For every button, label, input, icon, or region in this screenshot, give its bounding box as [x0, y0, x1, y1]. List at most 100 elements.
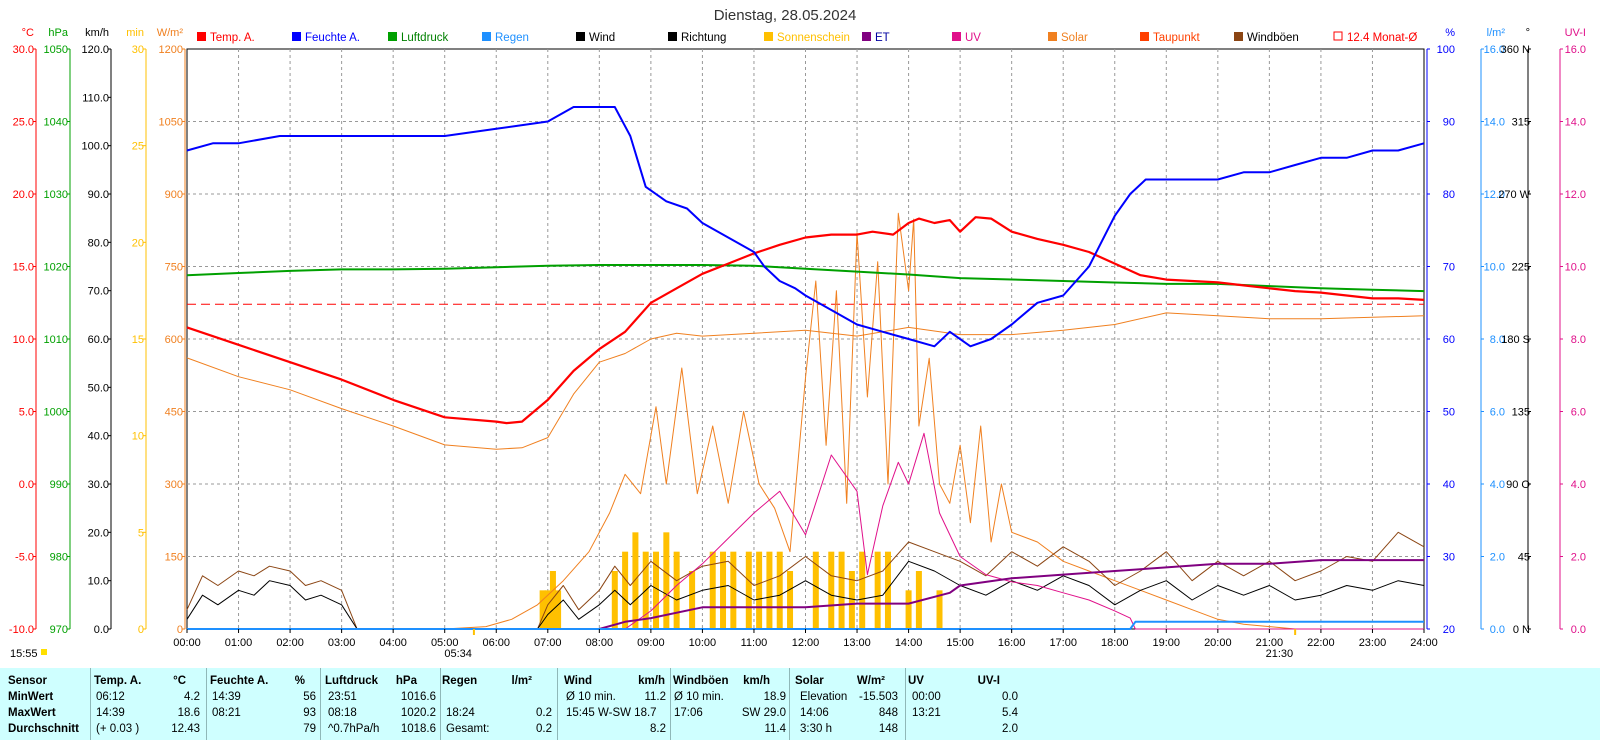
tick-label-uv: 8.0 [1571, 334, 1586, 346]
tick-label-temp: 0.0 [19, 479, 34, 491]
sunshine-bar [745, 551, 752, 629]
table-value: 2.0 [1002, 723, 1018, 735]
tick-label-wind: 100.0 [81, 141, 109, 153]
tick-label-temp: 25.0 [13, 117, 34, 129]
chart-legend: Temp. A. Feuchte A. Luftdruck Regen Wind Rich… [197, 31, 1417, 44]
axis-unit-humidity: % [1445, 27, 1455, 39]
sunshine-bar [838, 551, 845, 629]
sunshine-bar [611, 571, 618, 629]
x-tick-label: 06:00 [482, 637, 510, 649]
weather-chart: 30.025.020.015.010.05.00.0-5.0-10.0°C105… [9, 7, 1586, 660]
tick-label-rain: 10.0 [1484, 262, 1505, 274]
table-value: 1016.6 [400, 691, 436, 703]
x-tick-label: 16:00 [998, 637, 1026, 649]
x-tick-label: 19:00 [1153, 637, 1181, 649]
sunshine-bar [884, 551, 891, 629]
x-tick-label: 22:00 [1307, 637, 1335, 649]
table-cell: 17:06 [674, 707, 703, 719]
axis-unit-direction: ° [1526, 27, 1530, 39]
tick-label-temp: -10.0 [9, 624, 34, 636]
stats-table: Sensor Temp. A. °C Feuchte A.% Luftdruck hPa R… [0, 668, 1600, 740]
tick-label-direction: 270 W [1498, 189, 1530, 201]
table-value: 11.2 [644, 691, 666, 703]
sunshine-bar [859, 551, 866, 629]
tick-label-solar: 1200 [159, 44, 183, 56]
table-value: 79 [303, 723, 316, 735]
table-cell: 3:30 h [800, 723, 832, 735]
table-header-unit: hPa [395, 675, 417, 687]
table-cell: 14:06 [800, 707, 829, 719]
tick-label-rain: 8.0 [1490, 334, 1505, 346]
tick-label-humidity: 40 [1443, 479, 1455, 491]
series-temp-a- [186, 216, 1425, 425]
table-header-unit: °C [173, 675, 186, 687]
legend-label: Regen [495, 32, 529, 44]
tick-label-pressure: 1040 [44, 117, 68, 129]
tick-label-wind: 50.0 [88, 382, 109, 394]
series-regen [187, 620, 1424, 630]
chart-title: Dienstag, 28.05.2024 [714, 7, 857, 24]
x-tick-label: 07:00 [534, 637, 562, 649]
tick-label-wind: 40.0 [88, 431, 109, 443]
tick-label-wind: 20.0 [88, 527, 109, 539]
tick-label-humidity: 50 [1443, 407, 1455, 419]
tick-label-uv: 2.0 [1571, 552, 1586, 564]
table-header-unit: km/h [638, 675, 665, 687]
table-value: 12.43 [171, 723, 200, 735]
x-tick-label: 18:00 [1101, 637, 1129, 649]
table-value: 56 [303, 691, 316, 703]
table-header: Feuchte A. [210, 675, 269, 687]
series-feuchte-a- [186, 106, 1425, 348]
tick-label-uv: 6.0 [1571, 407, 1586, 419]
x-tick-label: 21:00 [1256, 637, 1284, 649]
legend-swatch-open [1333, 31, 1343, 41]
table-value: 8.2 [650, 723, 666, 735]
tick-label-solar: 600 [165, 334, 183, 346]
table-header-unit: l/m² [511, 675, 532, 687]
sunshine-bar [720, 551, 727, 629]
x-tick-label: 04:00 [379, 637, 407, 649]
sunshine-bar [848, 571, 855, 629]
tick-label-direction: 225 [1512, 262, 1530, 274]
table-separator [440, 668, 441, 740]
legend-label: Sonnenschein [777, 32, 850, 44]
sunshine-bar [653, 551, 660, 629]
sunset-label: 21:30 [1266, 648, 1294, 660]
legend-label: Taupunkt [1153, 32, 1200, 44]
series-uv [187, 432, 1424, 630]
tick-label-uv: 12.0 [1565, 189, 1586, 201]
table-cell: Gesamt: [446, 723, 490, 735]
tick-label-pressure: 1020 [44, 262, 68, 274]
table-cell: 14:39 [212, 691, 241, 703]
chart-series [186, 106, 1425, 630]
table-header: UV [908, 675, 924, 687]
tick-label-direction: 90 O [1506, 479, 1530, 491]
legend-label: Wind [589, 32, 615, 44]
sunshine-bar [663, 532, 670, 629]
sunrise-label: 05:34 [444, 648, 472, 660]
tick-label-sunmin: 5 [138, 527, 144, 539]
x-tick-label: 17:00 [1049, 637, 1077, 649]
table-header-unit: W/m² [856, 675, 885, 687]
tick-label-direction: 180 S [1501, 334, 1530, 346]
tick-label-humidity: 100 [1437, 44, 1455, 56]
tick-label-uv: 10.0 [1565, 262, 1586, 274]
series-wind [186, 560, 1425, 630]
legend-label: Feuchte A. [305, 32, 360, 44]
axis-unit-rain: l/m² [1487, 27, 1506, 39]
tick-label-temp: 15.0 [13, 262, 34, 274]
tick-label-solar: 900 [165, 189, 183, 201]
tick-label-wind: 110.0 [82, 92, 109, 104]
table-header: Temp. A. [94, 675, 142, 687]
table-cell: ^0.7hPa/h [328, 723, 380, 735]
tick-label-sunmin: 20 [132, 237, 144, 249]
legend-swatch [292, 32, 301, 41]
sunshine-bar [709, 551, 716, 629]
tick-label-sunmin: 10 [132, 431, 144, 443]
axis-unit-uv: UV-I [1565, 27, 1586, 39]
tick-label-direction: 360 N [1501, 44, 1530, 56]
x-tick-label: 09:00 [637, 637, 665, 649]
sunshine-bar [673, 551, 680, 629]
tick-label-wind: 120.0 [81, 44, 109, 56]
tick-label-rain: 16.0 [1484, 44, 1505, 56]
